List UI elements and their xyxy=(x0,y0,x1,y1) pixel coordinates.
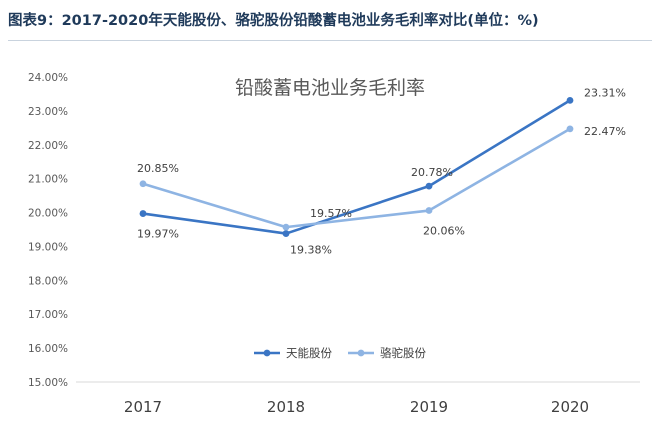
x-tick-label: 2018 xyxy=(267,398,305,416)
data-point xyxy=(139,210,147,217)
data-label: 20.06% xyxy=(423,225,465,238)
x-tick-label: 2017 xyxy=(124,398,162,416)
legend-marker xyxy=(263,349,271,357)
y-tick-label: 19.00% xyxy=(28,241,68,253)
series-line xyxy=(142,127,571,229)
y-tick-label: 22.00% xyxy=(28,140,68,152)
data-label: 22.47% xyxy=(584,125,626,138)
y-tick-label: 16.00% xyxy=(28,343,68,355)
data-labels: 19.97% 19.38% 20.78% 23.31% 20.85% 19.57% 20.0… xyxy=(137,86,626,256)
y-tick-label: 17.00% xyxy=(28,309,68,321)
x-tick-label: 2020 xyxy=(551,398,589,416)
x-axis: 2017 2018 2019 2020 xyxy=(76,381,640,416)
data-label: 23.31% xyxy=(584,86,626,99)
data-label: 20.85% xyxy=(137,162,179,175)
series-layer xyxy=(139,96,574,237)
data-label: 19.97% xyxy=(137,228,179,241)
legend-label: 天能股份 xyxy=(286,346,332,360)
title-divider xyxy=(8,40,652,41)
data-label: 19.38% xyxy=(290,244,332,257)
y-tick-label: 24.00% xyxy=(28,72,68,84)
y-axis: 15.00% 16.00% 17.00% 18.00% 19.00% 20.00% 21.0… xyxy=(28,72,68,389)
data-point xyxy=(425,207,433,214)
data-point xyxy=(566,96,574,104)
legend-label: 骆驼股份 xyxy=(380,346,426,360)
y-tick-label: 21.00% xyxy=(28,174,68,186)
y-tick-label: 15.00% xyxy=(28,377,68,389)
legend: 天能股份 骆驼股份 xyxy=(254,346,426,360)
legend-marker xyxy=(357,349,365,357)
data-point xyxy=(282,223,290,231)
chart-area: 铅酸蓄电池业务毛利率 15.00% 16.00% 17.00% 18.00% 19.00… xyxy=(0,44,660,423)
x-tick-label: 2019 xyxy=(410,398,448,416)
y-tick-label: 23.00% xyxy=(28,106,68,118)
data-point xyxy=(282,230,290,237)
y-tick-label: 20.00% xyxy=(28,208,68,220)
data-point xyxy=(566,125,574,133)
data-point xyxy=(425,182,433,190)
data-label: 20.78% xyxy=(411,166,453,179)
y-tick-label: 18.00% xyxy=(28,275,68,287)
data-point xyxy=(139,180,147,188)
figure-title: 图表9：2017-2020年天能股份、骆驼股份铅酸蓄电池业务毛利率对比(单位：%… xyxy=(8,13,539,29)
series-line xyxy=(142,99,571,235)
line-chart: 铅酸蓄电池业务毛利率 15.00% 16.00% 17.00% 18.00% 19.00… xyxy=(28,72,640,416)
data-label: 19.57% xyxy=(310,207,352,220)
chart-title: 铅酸蓄电池业务毛利率 xyxy=(235,77,425,99)
